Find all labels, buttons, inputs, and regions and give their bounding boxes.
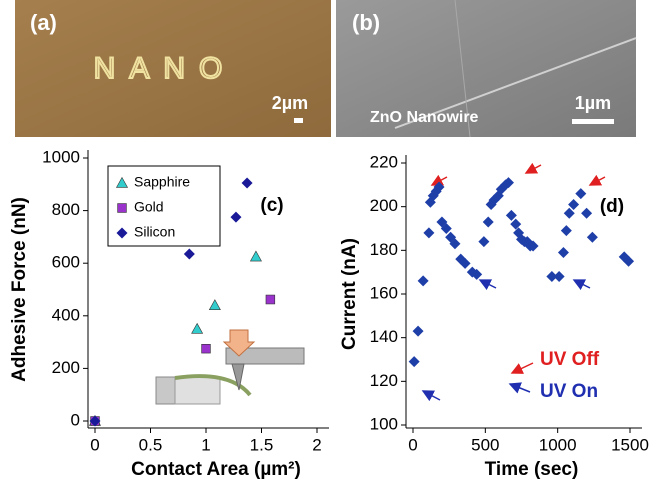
y-tick-label: 0 (71, 410, 80, 429)
panel-label: (d) (600, 196, 624, 217)
y-tick-label: 600 (52, 253, 80, 272)
figure: (a) NANO 2µm (b) ZnO Nanowire 1µm 020040… (0, 0, 651, 489)
x-tick-label: 0 (90, 435, 99, 454)
panel-label: (c) (260, 195, 283, 216)
marker (266, 295, 275, 304)
marker (242, 177, 253, 188)
y-tick-label: 140 (370, 327, 398, 346)
scale-label: 2µm (272, 93, 308, 113)
x-tick-label: 1500 (611, 435, 649, 454)
legend-label: Gold (134, 199, 164, 215)
photo-caption: ZnO Nanowire (370, 109, 479, 126)
marker (581, 208, 592, 219)
y-tick-label: 400 (52, 305, 80, 324)
marker (587, 232, 598, 243)
x-tick-label: 1000 (539, 435, 577, 454)
x-tick-label: 0.5 (139, 435, 163, 454)
annotation: UV Off (540, 349, 600, 370)
y-tick-label: 120 (370, 371, 398, 390)
marker (202, 344, 211, 353)
marker (230, 212, 241, 223)
marker (250, 251, 261, 261)
legend-marker (118, 204, 127, 213)
x-axis-title: Time (sec) (485, 459, 579, 480)
panel-label: (a) (30, 10, 57, 35)
marker (478, 236, 489, 247)
y-tick-label: 1000 (42, 147, 80, 166)
y-tick-label: 200 (52, 358, 80, 377)
scale-bar (294, 118, 303, 123)
annotation: UV On (540, 381, 598, 402)
marker (554, 271, 565, 282)
y-tick-label: 180 (370, 240, 398, 259)
scale-bar (572, 119, 614, 124)
marker (192, 323, 203, 333)
legend-label: Sapphire (134, 174, 190, 190)
marker (558, 247, 569, 258)
marker (418, 275, 429, 286)
x-tick-label: 500 (471, 435, 499, 454)
y-tick-label: 220 (370, 152, 398, 171)
x-axis-title: Contact Area (µm²) (131, 459, 301, 480)
marker (561, 225, 572, 236)
cantilever-illustration (156, 330, 304, 404)
marker (409, 356, 420, 367)
legend-label: Silicon (134, 224, 175, 240)
y-tick-label: 800 (52, 200, 80, 219)
y-tick-label: 160 (370, 283, 398, 302)
marker (209, 300, 220, 310)
y-tick-label: 200 (370, 196, 398, 215)
x-tick-label: 0 (408, 435, 417, 454)
marker (423, 227, 434, 238)
panel-label: (b) (352, 10, 380, 35)
scale-label: 1µm (575, 93, 611, 113)
marker (483, 216, 494, 227)
x-tick-label: 1 (201, 435, 210, 454)
x-tick-label: 1.5 (250, 435, 274, 454)
nano-wires: NANO (94, 52, 237, 85)
y-tick-label: 100 (370, 414, 398, 433)
y-axis-title: Current (nA) (339, 238, 360, 350)
y-axis-title: Adhesive Force (nN) (9, 197, 30, 382)
x-tick-label: 2 (312, 435, 321, 454)
marker (413, 326, 424, 337)
marker (575, 188, 586, 199)
marker (184, 248, 195, 259)
